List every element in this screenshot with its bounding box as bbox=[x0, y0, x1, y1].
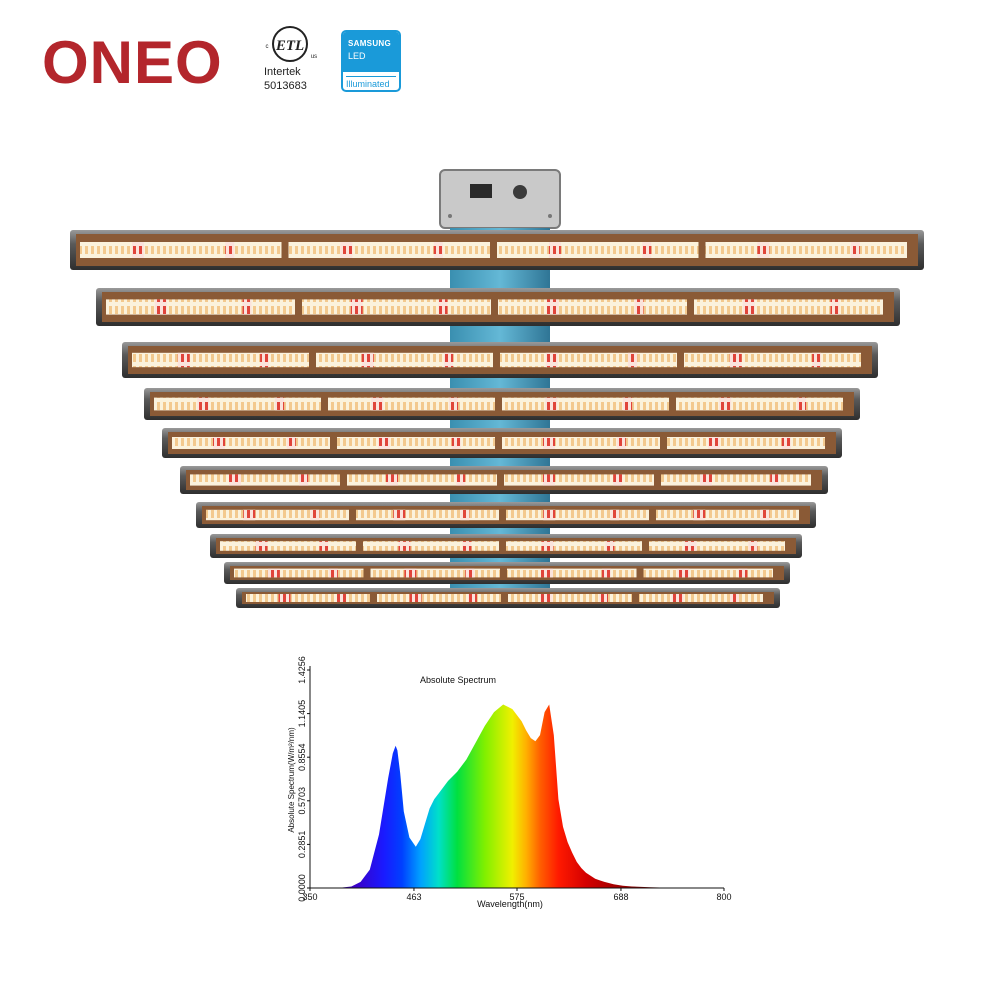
light-bar bbox=[180, 466, 828, 494]
x-tick-label: 800 bbox=[716, 892, 731, 902]
spectrum-area bbox=[310, 704, 724, 888]
samsung-badge-header bbox=[343, 32, 399, 72]
y-axis-label: Absolute Spectrum(W/m²/nm) bbox=[287, 727, 296, 833]
led-grow-light-fixture-icon bbox=[70, 169, 924, 608]
control-box bbox=[439, 169, 561, 229]
y-tick-label: 1.4256 bbox=[297, 656, 307, 684]
brand-logo: ONEO bbox=[42, 30, 223, 96]
etl-number: 5013683 bbox=[264, 80, 307, 92]
x-tick-label: 688 bbox=[613, 892, 628, 902]
etl-listed-icon: ETL c us bbox=[266, 26, 317, 62]
brand-name: ONEO bbox=[42, 29, 223, 96]
y-tick-label: 0.0000 bbox=[297, 874, 307, 902]
light-bar bbox=[210, 534, 802, 558]
light-bar bbox=[224, 562, 790, 584]
light-bars bbox=[70, 230, 924, 608]
x-tick-label: 350 bbox=[302, 892, 317, 902]
light-bar bbox=[236, 588, 780, 608]
samsung-led-badge: SAMSUNG LED Illuminated bbox=[341, 30, 401, 92]
x-tick-label: 575 bbox=[509, 892, 524, 902]
samsung-tagline: Illuminated bbox=[346, 76, 396, 89]
etl-mark-c: c bbox=[266, 44, 269, 50]
etl-issuer: Intertek bbox=[264, 66, 301, 78]
samsung-brand: SAMSUNG bbox=[348, 39, 391, 48]
etl-mark-main: ETL bbox=[275, 38, 304, 54]
x-tick-label: 463 bbox=[406, 892, 421, 902]
y-tick-label: 0.2851 bbox=[297, 831, 307, 859]
chart-title: Absolute Spectrum bbox=[420, 675, 496, 685]
light-bar bbox=[162, 428, 842, 458]
y-tick-label: 0.5703 bbox=[297, 787, 307, 815]
etl-mark-us: us bbox=[311, 54, 317, 60]
x-axis-label: Wavelength(nm) bbox=[477, 899, 543, 909]
samsung-product: LED bbox=[348, 51, 366, 61]
light-bar bbox=[70, 230, 924, 270]
light-bar bbox=[196, 502, 816, 528]
light-bar bbox=[144, 388, 860, 420]
light-bar bbox=[96, 288, 900, 326]
y-tick-label: 0.8554 bbox=[297, 743, 307, 771]
light-bar bbox=[122, 342, 878, 378]
y-tick-label: 1.1405 bbox=[297, 700, 307, 728]
spectrum-chart: 350 463 575 688 800 0.0000 0.2851 0.5703 0.8554 1… bbox=[287, 656, 732, 909]
